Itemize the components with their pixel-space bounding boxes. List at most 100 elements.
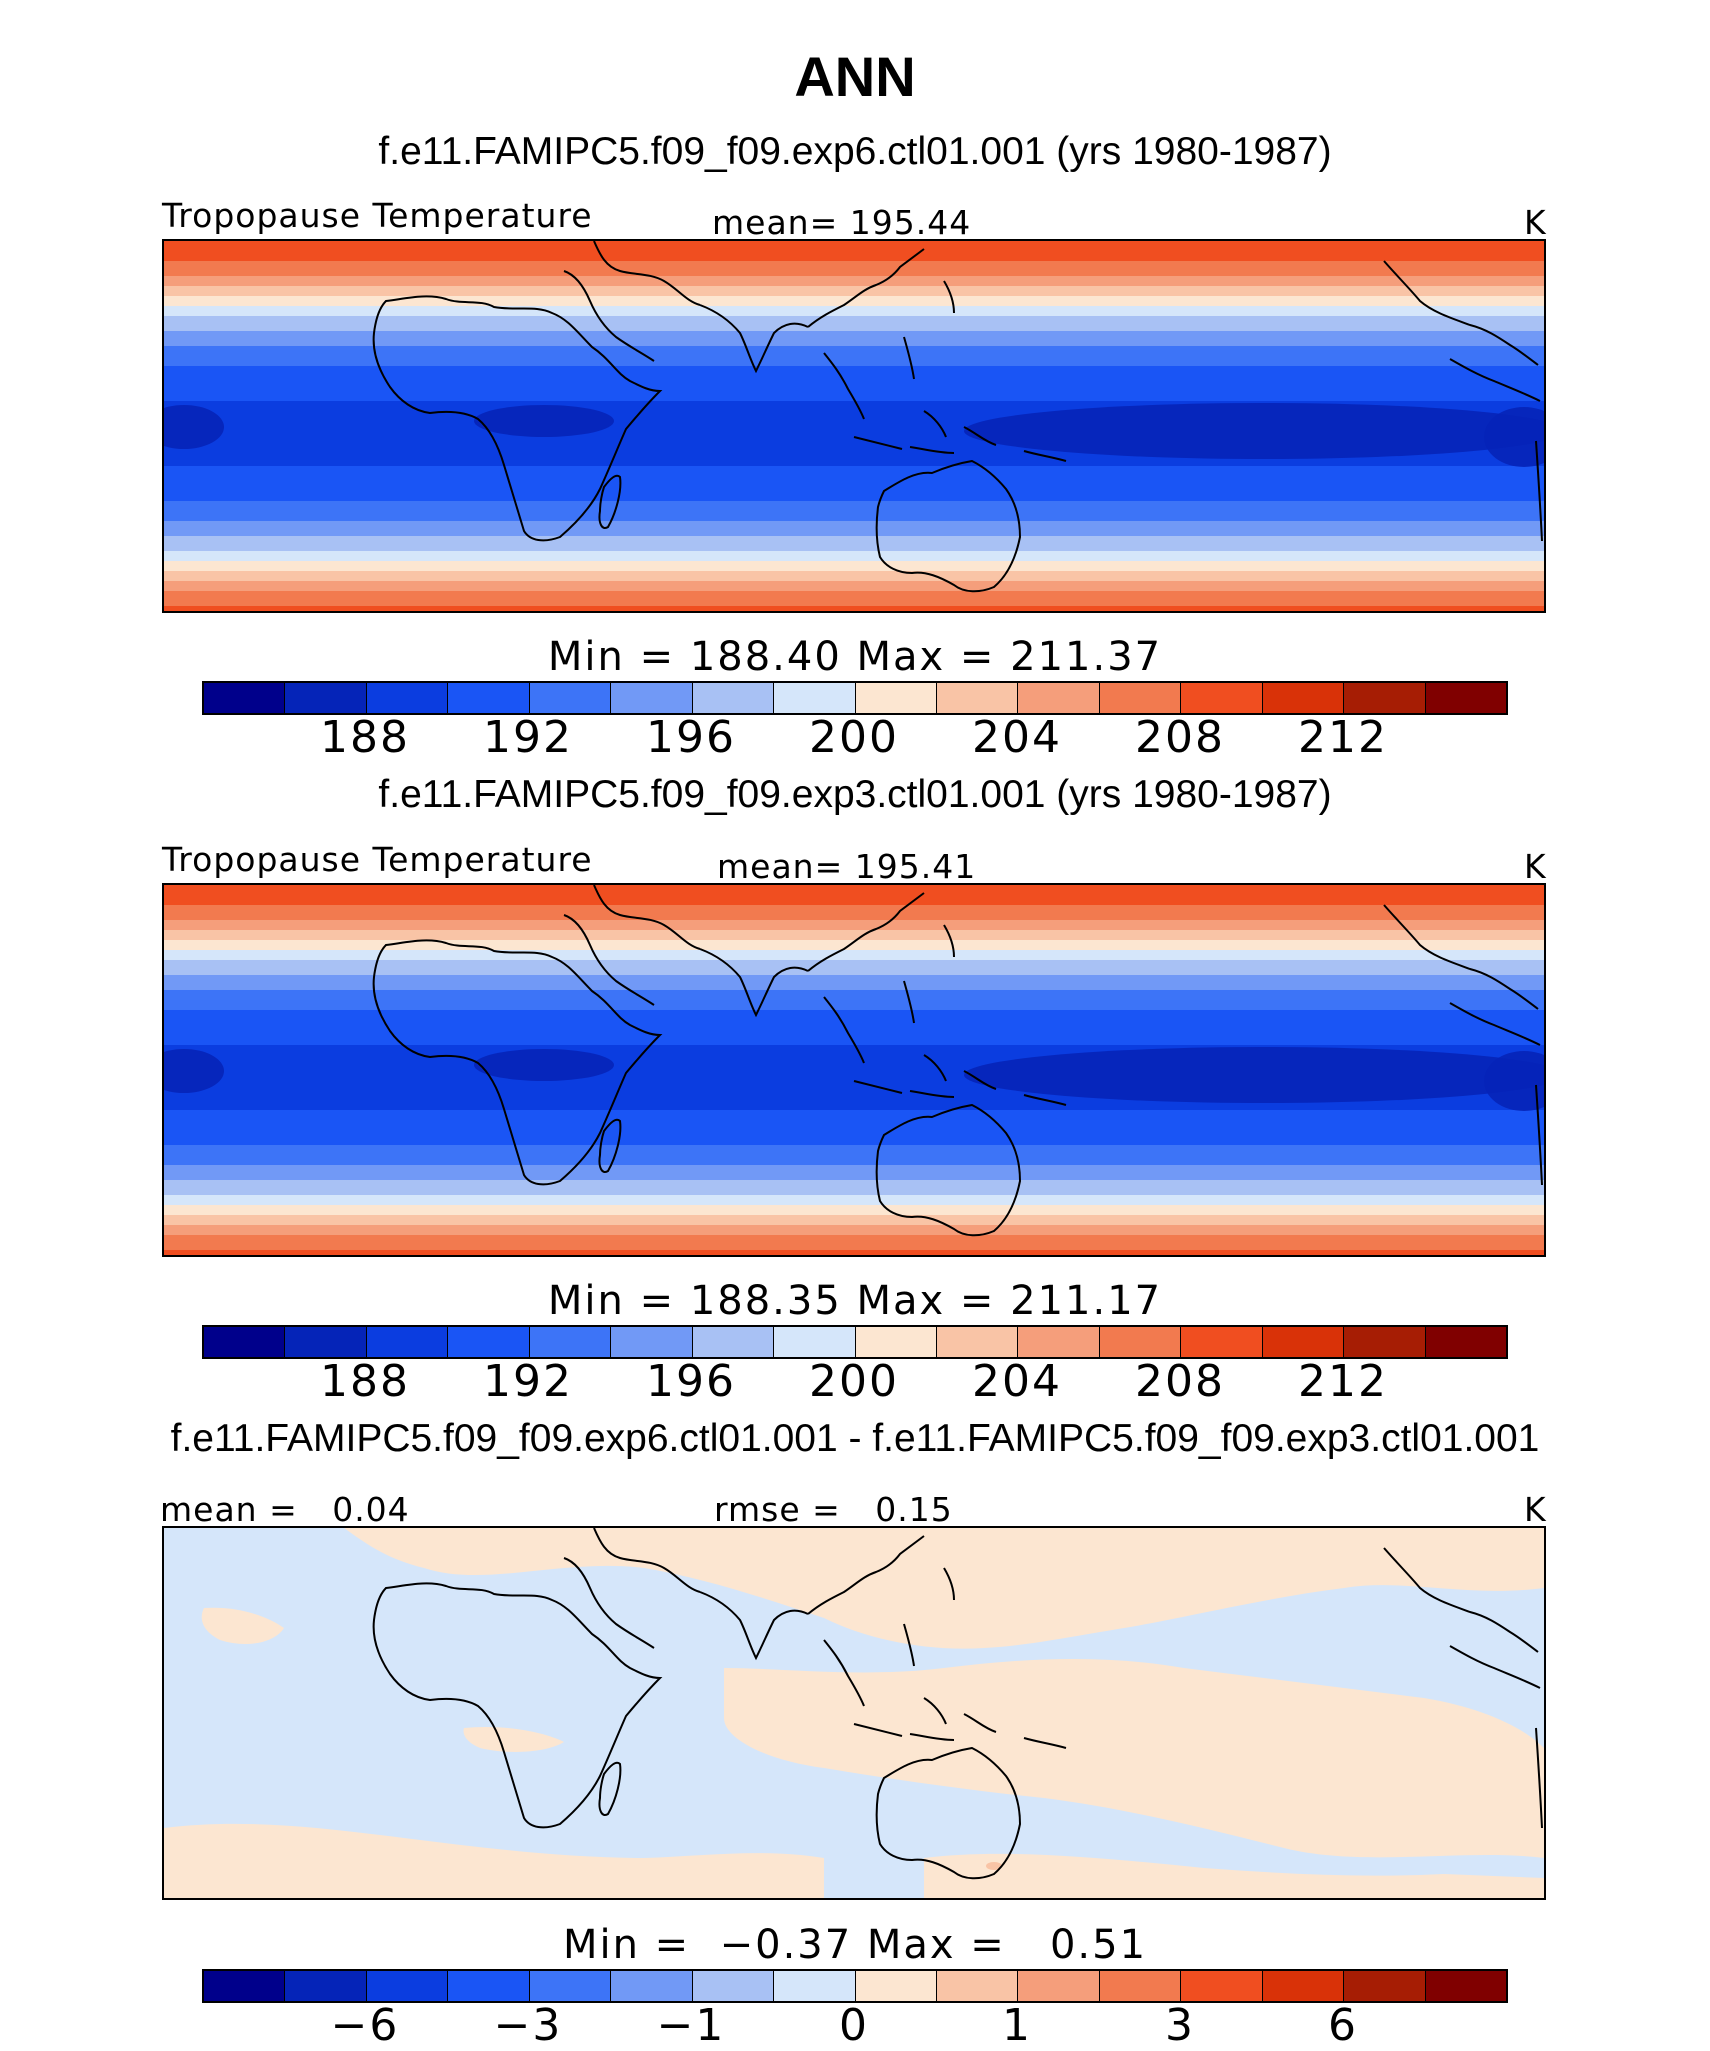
coastline xyxy=(1449,1002,1541,1046)
colorbar-swatch xyxy=(1262,1327,1345,1357)
colorbar-swatch xyxy=(529,683,612,713)
map-contour-band xyxy=(164,1200,1544,1206)
map-contour-band xyxy=(164,521,1544,527)
map-contour-band xyxy=(164,591,1544,597)
panel-3-tick: −1 xyxy=(656,2000,726,2051)
coastline xyxy=(875,1746,1022,1880)
panel-2-tick: 200 xyxy=(809,1356,899,1407)
map-contour-band xyxy=(164,1015,1544,1021)
coastline xyxy=(372,1582,663,1829)
coastline xyxy=(943,1567,955,1601)
colorbar-swatch xyxy=(774,683,856,713)
panel-2-colorbar xyxy=(202,1325,1508,1359)
map-contour-band xyxy=(164,1140,1544,1146)
map-contour-band xyxy=(164,466,1544,472)
panel-1-units-label: K xyxy=(1524,203,1547,242)
map-positive-region xyxy=(164,1823,824,1898)
map-contour-band xyxy=(164,451,1544,457)
colorbar-swatch xyxy=(1425,1971,1506,2001)
colorbar-swatch xyxy=(692,683,775,713)
map-contour-band xyxy=(164,401,1544,407)
map-contour-band xyxy=(164,1095,1544,1101)
map-contour-band xyxy=(164,561,1544,567)
colorbar-swatch xyxy=(611,683,693,713)
coastline xyxy=(1383,260,1539,366)
colorbar-swatch xyxy=(529,1327,612,1357)
coastline xyxy=(1383,904,1539,1010)
map-contour-band xyxy=(164,566,1544,572)
map-contour-band xyxy=(164,1215,1544,1221)
map-contour-band xyxy=(164,251,1544,257)
colorbar-swatch xyxy=(366,1327,449,1357)
map-contour-band xyxy=(164,346,1544,352)
map-contour-band xyxy=(164,1070,1544,1076)
colorbar-swatch xyxy=(774,1971,856,2001)
map-contour-band xyxy=(164,945,1544,951)
map-contour-band xyxy=(164,1025,1544,1031)
map-contour-band xyxy=(164,496,1544,502)
colorbar-swatch xyxy=(855,1327,937,1357)
map-contour-band xyxy=(164,1050,1544,1056)
coastline xyxy=(823,1639,865,1707)
map-contour-band xyxy=(164,1080,1544,1086)
panel-3-colorbar xyxy=(202,1969,1508,2003)
coastline xyxy=(875,459,1022,593)
map-contour-band xyxy=(164,441,1544,447)
coastline xyxy=(372,939,663,1186)
map-contour-band xyxy=(164,1060,1544,1066)
map-contour-band xyxy=(164,935,1544,941)
coastline xyxy=(853,1080,903,1094)
coastline xyxy=(1023,1094,1067,1106)
panel-1-tick: 208 xyxy=(1135,712,1225,763)
coastline xyxy=(563,914,655,1006)
map-positive-region xyxy=(924,1853,1544,1898)
map-contour-band xyxy=(164,266,1544,272)
map-contour-band xyxy=(164,1195,1544,1201)
map-cold-pool xyxy=(164,1049,224,1093)
map-contour-band xyxy=(164,586,1544,592)
colorbar-swatch xyxy=(611,1327,693,1357)
panel-1-tick: 212 xyxy=(1298,712,1388,763)
panel-2-tick: 188 xyxy=(320,1356,410,1407)
map-contour-band xyxy=(164,411,1544,417)
map-contour-band xyxy=(164,246,1544,252)
colorbar-swatch xyxy=(1018,1327,1100,1357)
colorbar-swatch xyxy=(1262,1971,1345,2001)
map-contour-band xyxy=(164,995,1544,1001)
map-contour-band xyxy=(164,1190,1544,1196)
coastline xyxy=(923,1054,947,1082)
colorbar-swatch xyxy=(1344,1327,1426,1357)
map-contour-band xyxy=(164,261,1544,267)
map-contour-band xyxy=(164,1135,1544,1141)
colorbar-swatch xyxy=(204,1971,286,2001)
map-contour-band xyxy=(164,281,1544,287)
panel-2-tick: 204 xyxy=(972,1356,1062,1407)
map-contour-band xyxy=(164,950,1544,956)
map-contour-band xyxy=(164,286,1544,292)
map-contour-band xyxy=(164,895,1544,901)
colorbar-swatch xyxy=(1018,683,1100,713)
map-contour-band xyxy=(164,1225,1544,1231)
panel-2-tick: 212 xyxy=(1298,1356,1388,1407)
coastline xyxy=(909,1733,955,1741)
map-contour-band xyxy=(164,1105,1544,1111)
map-contour-band xyxy=(164,1245,1544,1251)
coastline xyxy=(593,885,701,950)
map-contour-band xyxy=(164,1100,1544,1106)
coastline xyxy=(823,352,865,420)
map-contour-band xyxy=(164,1065,1544,1071)
colorbar-swatch xyxy=(1344,683,1426,713)
map-contour-band xyxy=(164,1185,1544,1191)
map-contour-band xyxy=(164,596,1544,602)
map-contour-band xyxy=(164,980,1544,986)
coastline xyxy=(1535,1727,1543,1829)
map-contour-band xyxy=(164,1170,1544,1176)
map-contour-band xyxy=(164,1120,1544,1126)
map-contour-band xyxy=(164,551,1544,557)
map-contour-band xyxy=(164,1020,1544,1026)
panel-2-variable-label: Tropopause Temperature xyxy=(162,840,593,879)
panel-3-tick: 1 xyxy=(1002,2000,1032,2051)
panel-1-tick: 200 xyxy=(809,712,899,763)
panel-3-tick: 0 xyxy=(839,2000,869,2051)
map-contour-band xyxy=(164,456,1544,462)
